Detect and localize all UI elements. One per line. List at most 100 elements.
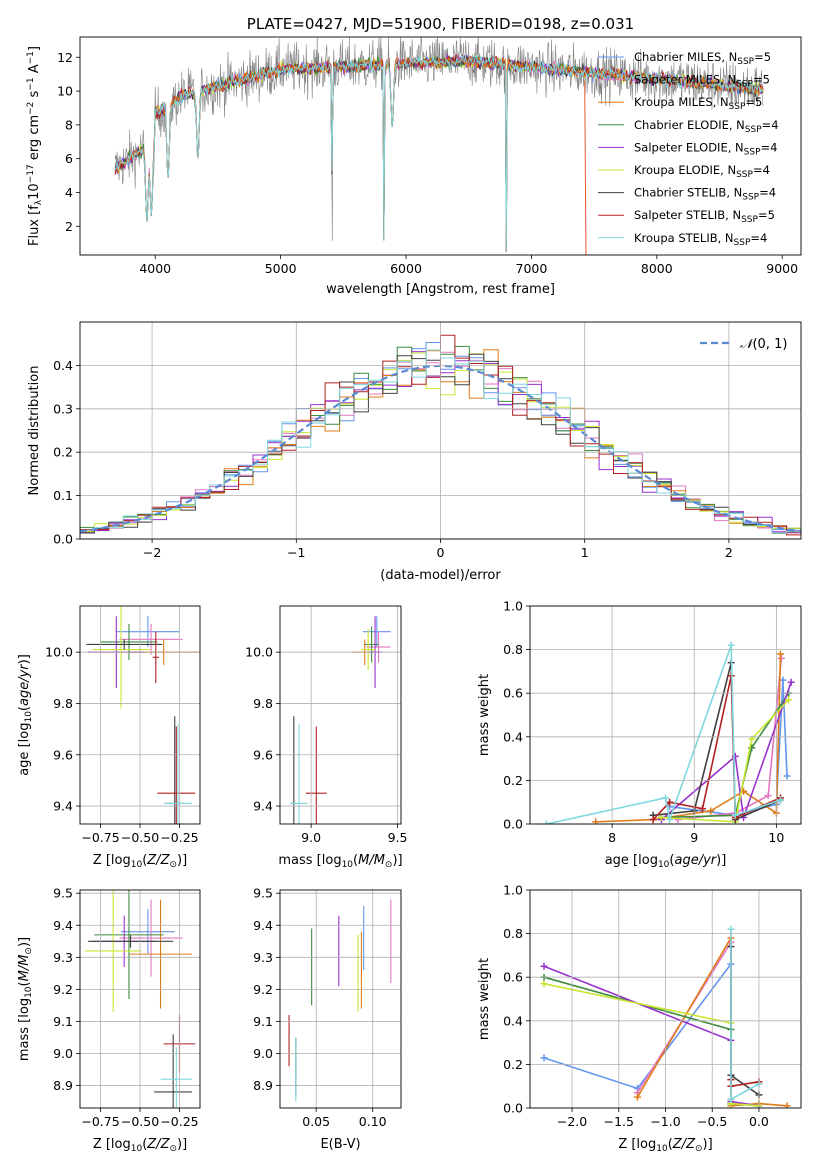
y-axis-label: mass weight xyxy=(477,958,492,1040)
label-part: Z [log xyxy=(93,853,131,868)
y-axis-label: age [log10(age/yr)] xyxy=(17,654,34,776)
label-part: mass weight xyxy=(477,674,492,756)
plot-area xyxy=(114,37,764,255)
errorbar-point xyxy=(154,1034,193,1108)
legend-entry: Chabrier STELIB, NSSP=4 xyxy=(634,186,776,203)
label-part: 10 xyxy=(658,860,670,870)
label-part: =4 xyxy=(759,186,776,200)
data-point xyxy=(727,925,735,933)
label-part: E(B-V) xyxy=(320,1137,360,1152)
errorbar-point xyxy=(305,726,327,824)
label-part: mass [log xyxy=(278,853,341,868)
x-tick-label: −0.75 xyxy=(81,830,119,845)
y-tick-label: 0.8 xyxy=(503,642,523,657)
series-salpeter-stelib xyxy=(649,672,784,824)
x-tick-label: −0.50 xyxy=(121,830,159,845)
y-tick-label: 12 xyxy=(57,50,73,65)
data-point xyxy=(777,654,785,662)
label-part: SSP xyxy=(744,147,761,157)
label-part: s xyxy=(27,90,42,101)
errorbar-point xyxy=(163,723,193,824)
errorbar-point xyxy=(87,934,174,948)
label-part: SSP xyxy=(737,57,754,67)
y-tick-label: 10.0 xyxy=(245,645,273,660)
data-point xyxy=(785,696,793,704)
y-tick-label: 9.6 xyxy=(253,747,273,762)
y-tick-label: 0.6 xyxy=(503,970,523,985)
y-tick-label: 0.2 xyxy=(503,1057,523,1072)
legend: 𝒩(0, 1) xyxy=(700,337,787,352)
label-part: Chabrier STELIB, N xyxy=(634,186,742,200)
x-tick-label: 2 xyxy=(725,545,733,560)
label-part: Salpeter MILES, N xyxy=(634,73,736,87)
label-part: ⊙ xyxy=(24,947,34,955)
y-tick-label: 8.9 xyxy=(253,1078,273,1093)
x-axis-label: mass [log10(M/M⊙)] xyxy=(278,853,402,870)
axes-mass_vs_Z: −0.75 −0.50 −0.25 8.9 9.0 9.1 9.2 9.3 9.4 9.5 xyxy=(53,886,201,1129)
label-part: Chabrier MILES, N xyxy=(634,50,737,64)
label-part: Flux [f xyxy=(27,205,42,246)
y-tick-label: 9.0 xyxy=(53,1046,73,1061)
label-part: =4 xyxy=(753,163,770,177)
label-part: ( xyxy=(142,853,147,868)
errorbar-point xyxy=(160,1047,193,1108)
y-axis-label: Normed distribution xyxy=(27,366,42,496)
label-part: Z [log xyxy=(93,1137,131,1152)
label-part: 10 xyxy=(24,711,34,723)
label-part: 10 xyxy=(27,183,42,200)
y-tick-label: 9.2 xyxy=(253,982,273,997)
y-tick-label: 9.6 xyxy=(53,747,73,762)
axes-frame xyxy=(279,605,402,825)
label-part: erg cm xyxy=(27,115,42,164)
label-part: age [log xyxy=(17,723,32,776)
data-point xyxy=(633,1093,641,1101)
label-part: 10 xyxy=(131,860,143,870)
label-part: )] xyxy=(703,1137,713,1152)
x-tick-label: 0.10 xyxy=(359,1114,387,1129)
x-tick-label: −1 xyxy=(287,545,305,560)
y-tick-label: 9.4 xyxy=(253,918,273,933)
data-point xyxy=(666,798,674,806)
series-line xyxy=(546,644,781,824)
series-kroupa-stelib xyxy=(542,641,784,824)
label-part: −2 xyxy=(26,102,36,115)
y-tick-label: 2 xyxy=(65,219,73,234)
axes-frame xyxy=(79,889,201,1109)
x-tick-label: −1.0 xyxy=(650,1114,680,1129)
y-tick-label: 1.0 xyxy=(503,599,523,614)
x-tick-label: 8000 xyxy=(641,261,673,276)
label-part: )] xyxy=(17,654,32,664)
legend-entry: Kroupa ELODIE, NSSP=4 xyxy=(634,163,770,180)
data-point xyxy=(649,816,657,824)
y-tick-label: 0.2 xyxy=(503,773,523,788)
y-tick-label: 0.0 xyxy=(53,532,73,547)
axes-frame xyxy=(529,605,802,825)
x-tick-label: 7000 xyxy=(516,261,548,276)
label-part: SSP xyxy=(745,125,762,135)
label-part: =4 xyxy=(750,231,767,245)
x-tick-label: −0.50 xyxy=(121,1114,159,1129)
x-tick-label: 0.05 xyxy=(302,1114,330,1129)
label-part: =5 xyxy=(745,95,762,109)
label-part: ] xyxy=(27,46,42,51)
errorbar-point xyxy=(84,890,142,1012)
label-part: λ xyxy=(34,199,44,205)
label-part: (0, 1) xyxy=(752,337,787,352)
x-axis-label: wavelength [Angstrom, rest frame] xyxy=(326,282,555,297)
plot-area xyxy=(86,606,199,824)
data-point xyxy=(592,818,600,824)
x-tick-label: 9000 xyxy=(766,261,798,276)
series-chabrier-elodie xyxy=(540,973,763,1108)
series-line xyxy=(543,965,760,1107)
legend-entry: Chabrier ELODIE, NSSP=4 xyxy=(634,118,779,135)
x-tick-label: 8 xyxy=(608,830,616,845)
label-part: ⊙ xyxy=(169,860,177,870)
x-tick-label: 9.5 xyxy=(388,830,408,845)
label-part: ( xyxy=(668,1137,673,1152)
x-tick-label: 1 xyxy=(581,545,589,560)
data-point xyxy=(731,811,739,819)
y-tick-label: 9.3 xyxy=(53,950,73,965)
label-part: −17 xyxy=(26,164,36,183)
series-kroupa-elodie xyxy=(540,980,763,1108)
